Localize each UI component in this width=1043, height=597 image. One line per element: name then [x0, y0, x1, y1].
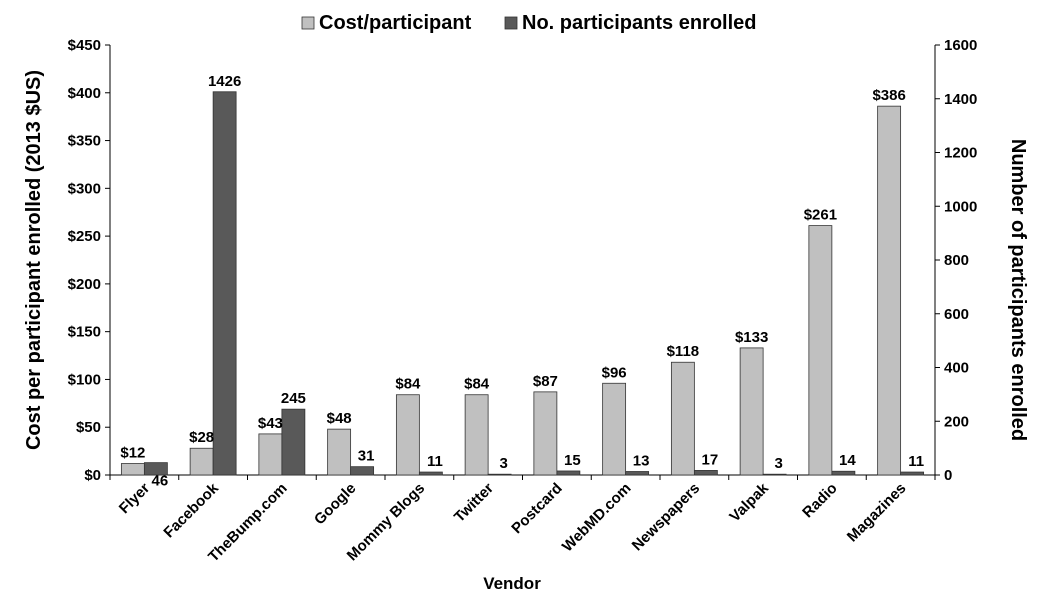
- x-category-label: Facebook: [160, 479, 222, 541]
- data-label-cost: $118: [667, 343, 700, 360]
- legend-swatch: [302, 17, 314, 29]
- data-label-participants: 245: [281, 390, 306, 407]
- x-category-label: Magazines: [844, 480, 910, 546]
- y-tick-label: $350: [68, 133, 101, 150]
- data-label-participants: 1426: [208, 73, 241, 90]
- bar-participants-enrolled: [832, 471, 855, 475]
- legend: Cost/participant No. participants enrolle…: [302, 12, 756, 34]
- data-label-cost: $87: [533, 373, 558, 390]
- bar-participants-enrolled: [213, 92, 236, 475]
- bar-participants-enrolled: [763, 474, 786, 475]
- bar-cost-per-participant: [328, 429, 351, 475]
- data-labels: $12 46 $28 1426 $43 245 $48 31 $84 11 $84 3 $87 15 $96…: [120, 73, 924, 490]
- bar-cost-per-participant: [259, 434, 282, 475]
- data-label-cost: $133: [735, 329, 768, 346]
- bar-participants-enrolled: [488, 474, 511, 475]
- data-label-participants: 11: [908, 453, 924, 470]
- bar-cost-per-participant: [190, 448, 213, 475]
- bar-participants-enrolled: [626, 472, 649, 475]
- bar-cost-per-participant: [396, 395, 419, 475]
- data-label-cost: $48: [327, 410, 352, 427]
- data-label-cost: $84: [395, 376, 421, 393]
- bar-cost-per-participant: [603, 383, 626, 475]
- y-tick-label: $0: [84, 467, 101, 484]
- data-label-cost: $84: [464, 376, 490, 393]
- y-tick-label: $250: [68, 228, 101, 245]
- data-label-cost: $43: [258, 415, 283, 432]
- x-category-label: Valpak: [726, 479, 772, 525]
- x-axis-title: Vendor: [483, 574, 541, 593]
- y2-tick-label: 800: [944, 252, 969, 269]
- y-tick-label: $100: [68, 371, 101, 388]
- bar-cost-per-participant: [534, 392, 557, 475]
- data-label-participants: 3: [774, 455, 782, 472]
- y2-tick-label: 1200: [944, 145, 977, 162]
- data-label-cost: $386: [872, 87, 905, 104]
- data-label-cost: $28: [189, 429, 214, 446]
- data-label-participants: 11: [427, 453, 443, 470]
- y-axis-title: Cost per participant enrolled (2013 $US): [23, 70, 45, 450]
- bar-cost-per-participant: [671, 362, 694, 475]
- data-label-participants: 31: [358, 448, 375, 465]
- data-label-participants: 3: [499, 455, 507, 472]
- data-label-participants: 17: [702, 451, 719, 468]
- bar-participants-enrolled: [557, 471, 580, 475]
- axes: $0 $50 $100 $150 $200 $250 $300 $350 $400 $450 0 20…: [68, 37, 978, 566]
- data-label-participants: 13: [633, 453, 650, 470]
- x-category-label: WebMD.com: [559, 480, 634, 555]
- data-label-cost: $12: [120, 445, 145, 462]
- y-tick-label: $200: [68, 276, 101, 293]
- bar-cost-per-participant: [465, 395, 488, 475]
- y2-tick-label: 200: [944, 413, 969, 430]
- bar-participants-enrolled: [282, 409, 305, 475]
- data-label-participants: 46: [152, 473, 169, 490]
- data-label-participants: 14: [839, 452, 856, 469]
- y-tick-label: $300: [68, 180, 101, 197]
- x-category-label: Radio: [799, 480, 840, 521]
- bars: [121, 92, 923, 475]
- data-label-participants: 15: [564, 452, 581, 469]
- y2-axis-title: Number of participants enrolled: [1007, 139, 1029, 441]
- bar-participants-enrolled: [419, 472, 442, 475]
- bar-participants-enrolled: [694, 470, 717, 475]
- legend-label: Cost/participant: [319, 12, 472, 34]
- y-tick-label: $50: [76, 419, 101, 436]
- y-tick-label: $400: [68, 85, 101, 102]
- bar-cost-per-participant: [809, 226, 832, 475]
- x-category-label: Google: [311, 480, 360, 529]
- legend-swatch: [505, 17, 517, 29]
- y2-tick-label: 1000: [944, 198, 977, 215]
- data-label-cost: $261: [804, 207, 837, 224]
- bar-participants-enrolled: [351, 467, 374, 475]
- x-category-label: Postcard: [508, 480, 565, 537]
- y2-tick-label: 600: [944, 306, 969, 323]
- y2-tick-label: 0: [944, 467, 952, 484]
- x-category-label: Twitter: [451, 480, 497, 526]
- y2-tick-label: 1400: [944, 91, 977, 108]
- bar-cost-per-participant: [878, 106, 901, 475]
- y-tick-label: $150: [68, 324, 101, 341]
- legend-label: No. participants enrolled: [522, 12, 756, 34]
- bar-cost-per-participant: [121, 464, 144, 475]
- y2-tick-label: 400: [944, 360, 969, 377]
- x-category-label: Newspapers: [629, 480, 704, 555]
- y-tick-label: $450: [68, 37, 101, 54]
- x-category-label: Flyer: [116, 480, 153, 517]
- data-label-cost: $96: [602, 364, 627, 381]
- bar-participants-enrolled: [901, 472, 924, 475]
- bar-cost-per-participant: [740, 348, 763, 475]
- y2-tick-label: 1600: [944, 37, 977, 54]
